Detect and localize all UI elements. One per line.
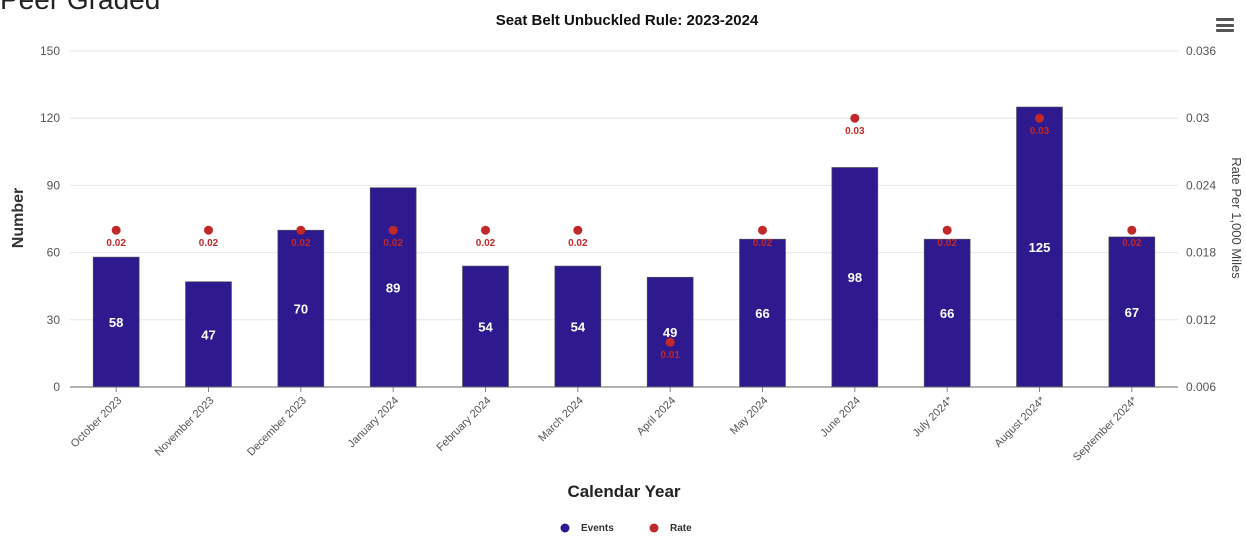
bar-value-label: 67 — [1125, 305, 1139, 320]
category-label: September 2024* — [1071, 394, 1141, 464]
rate-point — [1035, 113, 1044, 123]
chart-title: Seat Belt Unbuckled Rule: 2023-2024 — [496, 12, 759, 29]
rate-point — [758, 225, 767, 235]
y-tick-label: 120 — [40, 111, 60, 125]
rate-point — [1127, 225, 1137, 235]
category-label: December 2023 — [245, 395, 309, 459]
rate-value-label: 0.02 — [476, 238, 496, 249]
category-labels: October 2023 November 2023 December 2023 Ja… — [69, 387, 1141, 464]
rate-point — [388, 225, 398, 235]
y-tick-label: 150 — [40, 44, 60, 58]
y2-axis-ticks: 0.006 0.012 0.018 0.024 0.03 0.036 — [1186, 44, 1216, 394]
bar — [923, 238, 971, 388]
category-label: January 2024 — [346, 395, 402, 451]
bar-value-label: 66 — [940, 306, 954, 321]
category-label: June 2024 — [818, 395, 863, 440]
y2-tick-label: 0.018 — [1186, 246, 1216, 260]
bar — [185, 281, 232, 388]
bar — [462, 265, 509, 388]
y2-tick-label: 0.036 — [1186, 44, 1216, 58]
grid-lines — [70, 50, 1178, 321]
bar — [277, 229, 325, 388]
bar-value-label: 49 — [663, 325, 677, 340]
category-label: November 2023 — [153, 395, 217, 459]
y-tick-label: 30 — [47, 313, 61, 327]
category-label: October 2023 — [69, 395, 125, 451]
category-label: August 2024* — [992, 394, 1048, 450]
legend-marker — [649, 523, 659, 533]
y2-tick-label: 0.012 — [1186, 313, 1216, 327]
legend-marker — [560, 523, 570, 533]
bar-value-label: 125 — [1029, 240, 1051, 255]
bar-value-label: 47 — [201, 327, 215, 342]
legend-label: Events — [581, 523, 614, 534]
bar-labels: 58 47 70 89 54 54 49 66 98 66 125 67 — [109, 240, 1139, 342]
rate-value-label: 0.02 — [753, 238, 773, 249]
rate-value-label: 0.02 — [383, 238, 403, 249]
bar-value-label: 89 — [386, 280, 400, 295]
y-tick-label: 0 — [53, 380, 60, 394]
rate-value-label: 0.02 — [568, 238, 588, 249]
bar-value-label: 98 — [848, 270, 862, 285]
bar — [369, 187, 417, 388]
rate-value-label: 0.03 — [845, 126, 865, 137]
rate-point — [111, 225, 121, 235]
bar — [831, 167, 879, 388]
bar-value-label: 54 — [478, 320, 493, 335]
bar-value-label: 58 — [109, 315, 123, 330]
bar — [1016, 106, 1063, 388]
y-tick-label: 90 — [47, 178, 61, 192]
rate-value-label: 0.02 — [937, 238, 957, 249]
rate-value-label: 0.02 — [106, 238, 126, 249]
category-label: March 2024 — [536, 395, 586, 445]
category-label: May 2024 — [728, 395, 771, 438]
rate-point — [665, 337, 675, 347]
bar — [92, 256, 140, 388]
bar — [554, 265, 602, 388]
bar-value-label: 54 — [571, 320, 586, 335]
y2-axis-label: Rate Per 1,000 Miles — [1229, 157, 1244, 279]
y-axis-label: Number — [10, 188, 27, 248]
page-heading: Peer Graded — [0, 0, 160, 16]
rate-value-label: 0.01 — [660, 350, 680, 361]
y2-tick-label: 0.03 — [1186, 111, 1210, 125]
rate-value-label: 0.02 — [1122, 238, 1142, 249]
hamburger-menu-icon[interactable] — [1216, 18, 1234, 32]
rate-point — [942, 225, 952, 235]
rate-labels: 0.02 0.02 0.02 0.02 0.02 0.02 0.01 0.02 0.03 0.02… — [106, 126, 1142, 361]
y2-tick-label: 0.006 — [1186, 380, 1216, 394]
y-tick-label: 60 — [47, 246, 61, 260]
y2-tick-label: 0.024 — [1186, 178, 1216, 192]
bar-value-label: 70 — [294, 302, 308, 317]
category-label: April 2024 — [635, 395, 679, 439]
y-axis-ticks: 0 30 60 90 120 150 — [40, 44, 60, 394]
bars — [92, 106, 1156, 388]
rate-point — [573, 225, 583, 235]
rate-value-label: 0.02 — [291, 238, 311, 249]
bar — [739, 238, 786, 388]
rate-point — [481, 225, 490, 235]
rate-points — [111, 113, 1137, 347]
rate-value-label: 0.02 — [199, 238, 219, 249]
legend-label: Rate — [670, 523, 692, 534]
rate-point — [296, 225, 306, 235]
category-label: February 2024 — [435, 395, 494, 454]
rate-value-label: 0.03 — [1030, 126, 1050, 137]
legend: Events Rate — [560, 523, 692, 534]
x-axis-label: Calendar Year — [567, 482, 680, 501]
bar — [1108, 236, 1156, 388]
rate-point — [850, 113, 860, 123]
category-label: July 2024* — [910, 394, 955, 439]
rate-point — [204, 225, 213, 235]
bar-value-label: 66 — [755, 306, 769, 321]
